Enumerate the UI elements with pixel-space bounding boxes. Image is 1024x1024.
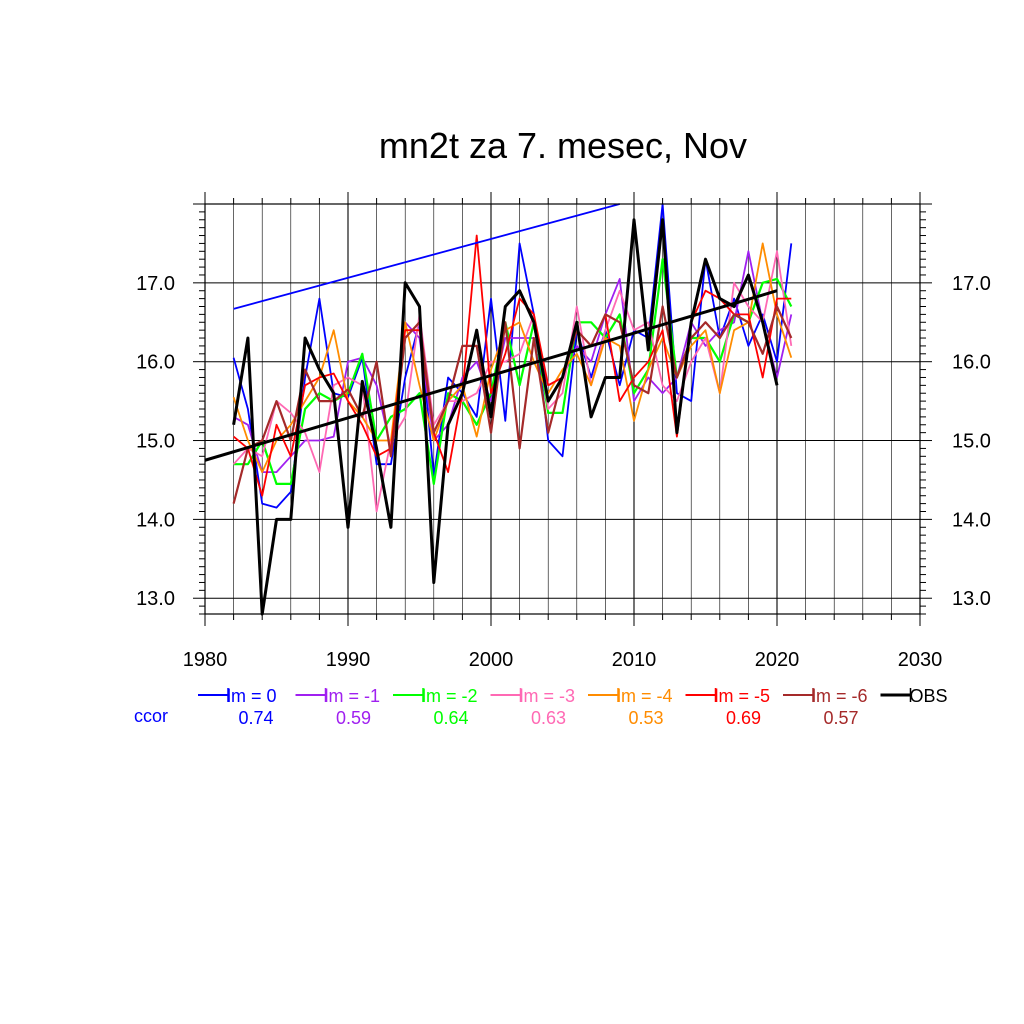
series-layer xyxy=(204,203,793,616)
x-tick-label: 2030 xyxy=(898,649,943,671)
legend-label-5: lm = -5 xyxy=(715,686,771,706)
y-tick-label: 16.0 xyxy=(136,352,175,374)
legend-ccor-3: 0.63 xyxy=(531,708,566,728)
legend-label-3: lm = -3 xyxy=(520,686,576,706)
series-line-6 xyxy=(232,305,793,504)
y-tick-label-right: 17.0 xyxy=(952,273,991,295)
legend-ccor-5: 0.69 xyxy=(726,708,761,728)
legend-ccor-4: 0.53 xyxy=(628,708,663,728)
y-tick-label: 14.0 xyxy=(136,509,175,531)
y-tick-label: 15.0 xyxy=(136,431,175,453)
x-tick-label: 2000 xyxy=(469,649,514,671)
x-tick-label: 1980 xyxy=(183,649,228,671)
x-tick-label: 2020 xyxy=(755,649,800,671)
legend-ccor-2: 0.64 xyxy=(433,708,468,728)
legend-ccor-6: 0.57 xyxy=(823,708,858,728)
y-tick-label-right: 14.0 xyxy=(952,509,991,531)
trend-line-0 xyxy=(233,203,620,310)
trend-line-1 xyxy=(204,289,778,462)
series-line-3 xyxy=(232,250,793,513)
x-tick-label: 2010 xyxy=(612,649,657,671)
y-tick-label-right: 15.0 xyxy=(952,431,991,453)
y-tick-label: 17.0 xyxy=(136,273,175,295)
series-line-1 xyxy=(233,250,793,473)
legend-ccor-0: 0.74 xyxy=(238,708,273,728)
series-line-7 xyxy=(232,218,779,616)
legend-label-6: lm = -6 xyxy=(812,686,868,706)
legend-label-4: lm = -4 xyxy=(617,686,673,706)
legend-label-2: lm = -2 xyxy=(422,686,478,706)
x-tick-label: 1990 xyxy=(326,649,371,671)
axis-layer: 1980 1990 2000 2010 2020 2030 13.0 13.0 14.0 14.0… xyxy=(136,192,991,671)
legend-label-0: lm = 0 xyxy=(227,686,277,706)
legend-ccor-1: 0.59 xyxy=(336,708,371,728)
y-tick-label-right: 13.0 xyxy=(952,588,991,610)
series-line-5 xyxy=(233,234,792,497)
y-tick-label-right: 16.0 xyxy=(952,352,991,374)
y-tick-label: 13.0 xyxy=(136,588,175,610)
legend-label-7: OBS xyxy=(910,686,948,706)
legend-label-1: lm = -1 xyxy=(325,686,381,706)
ccor-label: ccor xyxy=(134,706,168,726)
chart-title: mn2t za 7. mesec, Nov xyxy=(379,125,747,166)
